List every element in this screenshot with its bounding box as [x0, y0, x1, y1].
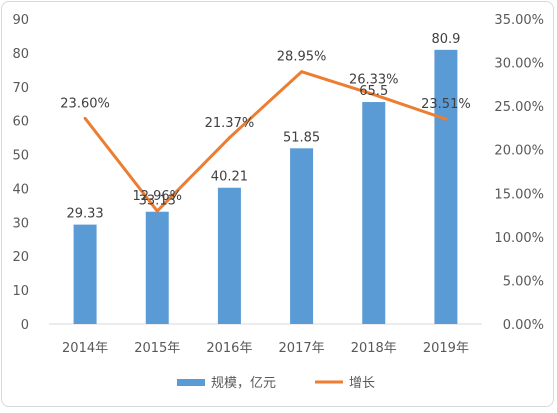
line-series	[83, 70, 448, 213]
bar-data-label: 33.13	[139, 194, 176, 209]
bar	[362, 102, 386, 325]
right-tick-label: 5.00%	[503, 274, 544, 289]
left-tick-label: 10	[12, 284, 29, 299]
legend-label-bar: 规模，亿元	[211, 376, 276, 391]
left-tick-label: 0	[21, 318, 29, 333]
right-tick-label: 30.00%	[494, 57, 544, 72]
right-tick-label: 25.00%	[494, 100, 544, 115]
right-tick-label: 0.00%	[503, 318, 544, 333]
right-tick-label: 20.00%	[494, 144, 544, 159]
bar	[217, 187, 241, 324]
right-axis-ticks: 0.00% 5.00% 10.00% 15.00% 20.00% 25.00% 30.00%…	[494, 13, 544, 333]
left-tick-label: 70	[12, 81, 29, 96]
bar-data-label: 80.9	[431, 32, 460, 47]
bar-data-label: 65.5	[359, 84, 388, 99]
bar-series	[73, 49, 458, 325]
line-point	[155, 209, 159, 213]
left-tick-label: 50	[12, 149, 29, 164]
line-point	[372, 93, 376, 97]
category-label: 2014年	[62, 341, 108, 356]
line-data-label: 28.95%	[277, 50, 327, 65]
right-tick-label: 10.00%	[494, 231, 544, 246]
line-data-label: 12.96%	[132, 189, 182, 204]
left-tick-label: 90	[12, 13, 29, 28]
category-label: 2016年	[206, 341, 252, 356]
legend-label-line: 增长	[349, 376, 375, 391]
line-data-label: 26.33%	[349, 73, 399, 88]
line-data-labels: 23.60% 12.96% 21.37% 28.95% 26.33% 23.51%	[60, 50, 470, 204]
left-tick-label: 40	[12, 182, 29, 197]
line-data-label: 23.60%	[60, 96, 110, 111]
line-point	[444, 117, 448, 121]
category-label: 2015年	[134, 341, 180, 356]
left-tick-label: 80	[12, 47, 29, 62]
bar	[145, 211, 169, 324]
bar-data-label: 51.85	[283, 130, 320, 145]
bar	[434, 49, 458, 324]
left-tick-label: 60	[12, 115, 29, 130]
line-point	[83, 116, 87, 120]
bar	[290, 148, 314, 324]
category-label: 2019年	[423, 341, 469, 356]
left-axis-ticks: 0 10 20 30 40 50 60 70 80 90	[12, 13, 29, 333]
chart: 0 10 20 30 40 50 60 70 80 90 0.00% 5.00% 10.00% 15.0…	[12, 13, 544, 391]
legend-swatch-bar	[177, 379, 205, 386]
right-tick-label: 15.00%	[494, 187, 544, 202]
left-tick-label: 20	[12, 250, 29, 265]
bar-data-label: 40.21	[211, 170, 248, 185]
category-labels: 2014年 2015年 2016年 2017年 2018年 2019年	[62, 341, 469, 356]
bar	[73, 224, 97, 324]
chart-frame: 0 10 20 30 40 50 60 70 80 90 0.00% 5.00% 10.00% 15.0…	[1, 1, 554, 407]
growth-line	[83, 70, 447, 213]
category-label: 2017年	[279, 341, 325, 356]
bar-data-labels: 29.33 33.13 40.21 51.85 65.5 80.9	[66, 32, 460, 222]
line-data-label: 23.51%	[421, 97, 471, 112]
right-tick-label: 35.00%	[494, 13, 544, 28]
line-data-label: 21.37%	[205, 116, 255, 131]
legend: 规模，亿元 增长	[177, 376, 375, 391]
bar-data-label: 29.33	[66, 207, 103, 222]
left-tick-label: 30	[12, 216, 29, 231]
category-label: 2018年	[351, 341, 397, 356]
line-point	[227, 136, 231, 140]
line-point	[300, 70, 304, 74]
